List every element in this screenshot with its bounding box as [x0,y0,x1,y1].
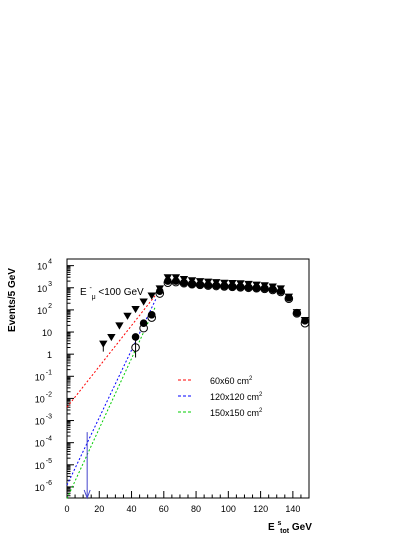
point-triangle [107,333,116,342]
annotation-sub: μ [92,294,96,301]
point-triangle [195,278,205,286]
point-triangle [276,285,285,293]
point-triangle [220,279,229,287]
x-axis-label-main: E [268,522,275,533]
legend-label-60: 60x60 cm2 [210,376,253,386]
point-triangle [244,280,253,289]
fit-line-2 [66,305,157,499]
annotation-main: E [80,287,87,298]
point-triangle [131,306,140,314]
data-points [99,274,310,358]
x-axis: 0 20 40 60 80 100 120 140 [64,491,310,514]
y-tick-label: 10-5 [35,458,52,471]
x-axis-label-sub: tot [280,528,290,535]
point-triangle [300,317,310,325]
point-triangle [292,309,302,317]
point-triangle [155,285,164,293]
x-tick-label: 120 [253,504,268,514]
y-tick-label: 1 [47,350,52,360]
x-tick-label: 80 [191,504,201,514]
y-tick-label: 104 [37,259,52,272]
y-tick-label: 10-4 [35,436,52,449]
point-triangle [284,293,294,301]
threshold-arrow [83,432,91,500]
point-triangle [187,277,197,285]
point-triangle [212,279,221,287]
point-filled-circle [147,311,156,319]
point-triangle [203,278,213,286]
x-axis-label: E s tot GeV [268,517,312,536]
x-tick-label: 60 [159,504,169,514]
point-triangle [147,292,156,300]
chart-annotation: E - μ <100 GeV [80,282,144,302]
legend: 60x60 cm2 120x120 cm2 150x150 cm2 [178,376,263,418]
point-triangle [268,283,277,291]
point-triangle [260,282,269,290]
y-axis-label: Events/5 GeV [7,268,18,332]
point-triangle [171,274,181,282]
point-triangle [179,276,189,284]
fit-lines [66,288,161,499]
x-tick-label: 100 [221,504,236,514]
y-axis: 10-6 10-5 10-4 10-3 10-2 10-1 1 10 102 103 104 [35,259,74,497]
point-triangle [115,322,124,330]
x-tick-label: 0 [64,504,69,514]
point-triangle [252,281,261,289]
y-tick-label: 10-6 [35,480,52,493]
y-tick-label: 10-1 [35,369,52,382]
annotation-sup: - [89,285,92,292]
x-tick-label: 20 [94,504,104,514]
y-tick-label: 10-2 [35,391,52,404]
point-triangle [139,298,148,306]
x-axis-label-unit: GeV [292,522,312,533]
point-triangle [228,280,237,288]
point-triangle [236,280,245,288]
x-axis-label-sup: s [277,520,281,527]
y-tick-label: 10-3 [35,414,52,427]
legend-label-150: 150x150 cm2 [210,408,263,418]
annotation-rest: <100 GeV [98,287,144,298]
y-tick-label: 102 [37,303,52,316]
legend-label-120: 120x120 cm2 [210,392,263,402]
x-tick-label: 140 [285,504,300,514]
y-tick-label: 10 [42,328,52,338]
y-tick-label: 103 [37,281,52,294]
point-filled-circle [139,319,148,328]
arrow-head [83,489,91,500]
x-tick-label: 40 [127,504,137,514]
point-filled-circle [131,333,140,341]
fit-line-0 [66,288,161,408]
point-triangle [123,312,132,320]
point-triangle [163,274,173,282]
